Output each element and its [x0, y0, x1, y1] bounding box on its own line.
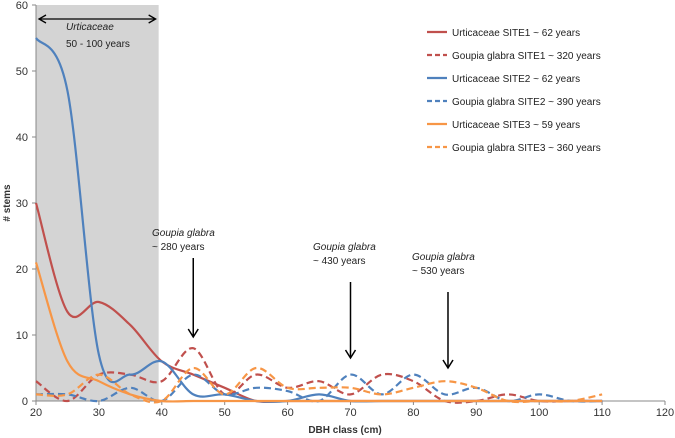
- shaded-label-species: Urticaceae: [66, 22, 114, 33]
- x-tick-label: 40: [156, 407, 168, 419]
- y-tick-label: 50: [16, 66, 28, 78]
- y-tick-label: 60: [16, 0, 28, 12]
- arrowhead-icon: [37, 14, 157, 24]
- x-tick-label: 20: [30, 407, 42, 419]
- x-tick-label: 90: [470, 407, 482, 419]
- legend-entry: Goupia glabra SITE3 ~ 360 years: [452, 143, 601, 154]
- annotation-age: ~ 530 years: [412, 266, 465, 277]
- annotation-species: Goupia glabra: [152, 228, 215, 239]
- annotation-age: ~ 280 years: [152, 242, 205, 253]
- x-tick-label: 100: [530, 407, 548, 419]
- annotation-species: Goupia glabra: [313, 242, 376, 253]
- x-tick-label: 50: [219, 407, 231, 419]
- x-axis-label: DBH class (cm): [308, 425, 381, 436]
- annotation-age: ~ 430 years: [313, 256, 366, 267]
- x-tick-label: 120: [656, 407, 674, 419]
- arrow-down-icon: [442, 359, 454, 370]
- arrow-down-icon: [187, 328, 199, 339]
- y-tick-label: 0: [22, 396, 28, 408]
- y-tick-label: 20: [16, 264, 28, 276]
- legend-entry: Urticaceae SITE3 ~ 59 years: [452, 120, 580, 131]
- x-tick-label: 60: [281, 407, 293, 419]
- arrow-down-icon: [344, 349, 357, 360]
- y-axis-label: # stems: [2, 184, 13, 222]
- x-tick-label: 80: [407, 407, 419, 419]
- shaded-label-age: 50 - 100 years: [66, 39, 130, 50]
- y-tick-label: 30: [16, 198, 28, 210]
- annotation-species: Goupia glabra: [412, 252, 475, 263]
- x-tick-label: 110: [593, 407, 611, 419]
- y-tick-label: 10: [16, 330, 28, 342]
- x-tick-label: 30: [93, 407, 105, 419]
- legend-entry: Urticaceae SITE2 ~ 62 years: [452, 74, 580, 85]
- y-tick-label: 40: [16, 132, 28, 144]
- legend-entry: Goupia glabra SITE1 ~ 320 years: [452, 51, 601, 62]
- legend-entry: Urticaceae SITE1 ~ 62 years: [452, 28, 580, 39]
- legend-entry: Goupia glabra SITE2 ~ 390 years: [452, 97, 601, 108]
- x-tick-label: 70: [344, 407, 356, 419]
